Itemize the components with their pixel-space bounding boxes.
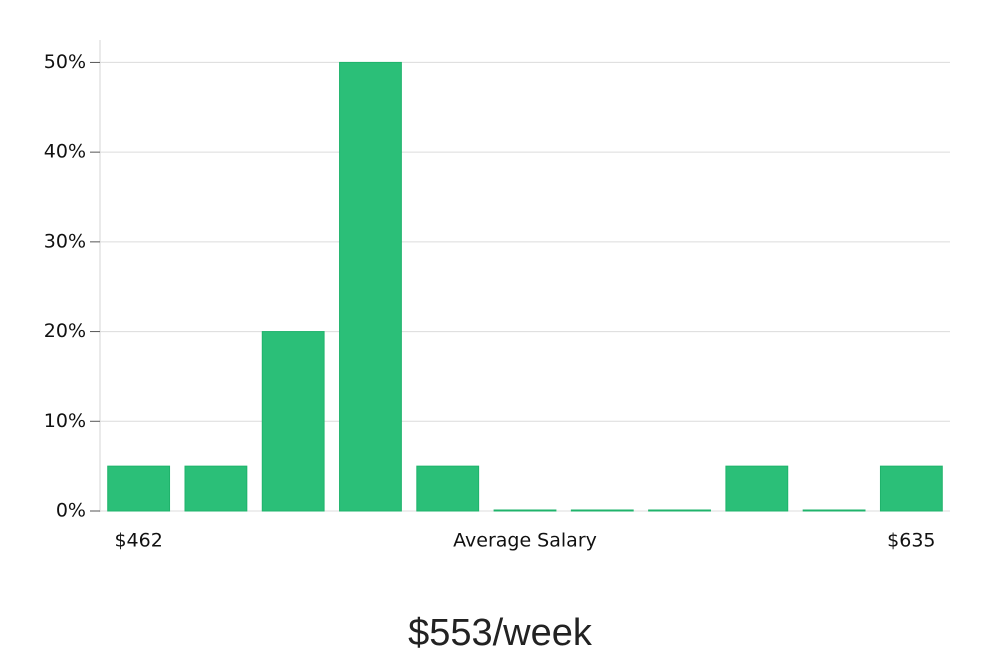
bar bbox=[493, 509, 557, 512]
y-tick-label: 30% bbox=[44, 230, 86, 252]
bar bbox=[261, 331, 325, 512]
caption: $553/week bbox=[408, 612, 593, 654]
bar bbox=[725, 465, 789, 512]
bar bbox=[107, 465, 171, 512]
x-tick-label: $635 bbox=[887, 530, 935, 552]
y-tick-label: 20% bbox=[44, 320, 86, 342]
bar bbox=[879, 465, 943, 512]
y-tick-label: 0% bbox=[56, 500, 86, 522]
y-tick-label: 50% bbox=[44, 51, 86, 73]
bar bbox=[802, 509, 866, 512]
bar bbox=[339, 61, 402, 512]
bar bbox=[416, 465, 480, 512]
bar bbox=[184, 465, 248, 512]
x-tick-label: $462 bbox=[114, 530, 162, 552]
bar bbox=[648, 509, 711, 512]
y-tick-label: 40% bbox=[44, 141, 86, 163]
x-axis-label: Average Salary bbox=[453, 530, 597, 552]
y-tick-label: 10% bbox=[44, 410, 86, 432]
bar bbox=[570, 509, 634, 512]
